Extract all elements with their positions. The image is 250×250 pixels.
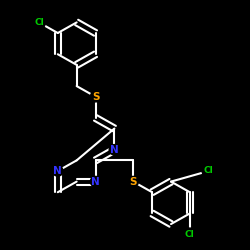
Circle shape [90, 92, 101, 102]
Circle shape [90, 176, 101, 187]
Text: S: S [130, 176, 137, 186]
Text: Cl: Cl [204, 166, 214, 175]
Text: N: N [110, 145, 119, 155]
Text: Cl: Cl [185, 230, 195, 239]
Text: S: S [92, 92, 99, 102]
Text: N: N [54, 166, 62, 176]
Circle shape [32, 16, 46, 29]
Circle shape [128, 176, 138, 187]
Circle shape [183, 228, 196, 241]
Text: N: N [91, 176, 100, 186]
Circle shape [202, 164, 215, 177]
Circle shape [52, 166, 63, 176]
Text: Cl: Cl [34, 18, 44, 27]
Circle shape [109, 144, 120, 155]
